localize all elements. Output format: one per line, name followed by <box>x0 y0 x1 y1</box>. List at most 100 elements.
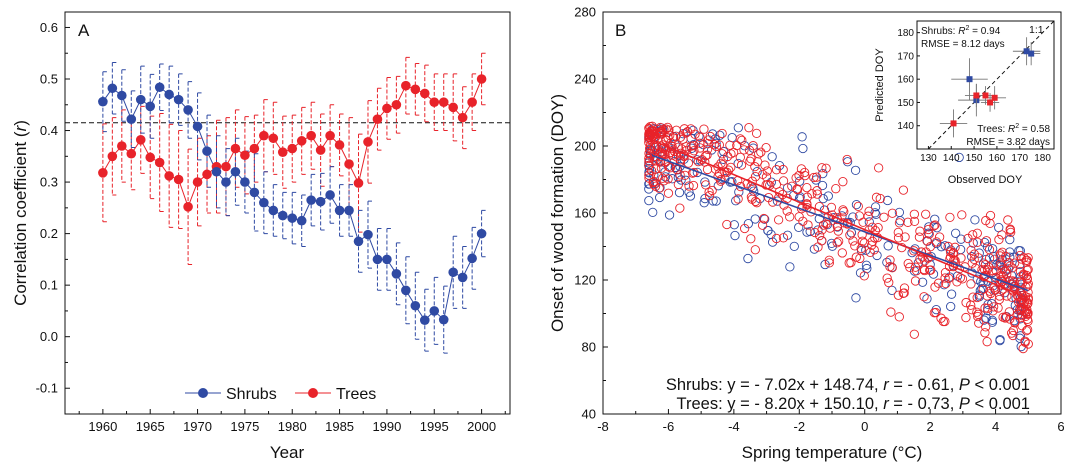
data-point-shrubs <box>126 114 137 124</box>
scatter-point-trees <box>714 140 724 150</box>
data-point-shrubs <box>467 253 477 264</box>
scatter-point-trees <box>659 176 669 186</box>
scatter-point-shrubs <box>970 215 980 225</box>
scatter-point-trees <box>785 212 795 222</box>
scatter-point-trees <box>855 253 865 264</box>
scatter-point-trees <box>873 222 883 233</box>
scatter-point-trees <box>867 240 877 250</box>
scatter-point-trees <box>956 253 966 263</box>
scatter-point-trees <box>972 307 982 317</box>
scatter-point-shrubs <box>802 227 812 237</box>
x-tick-label: 6 <box>1057 419 1064 434</box>
scatter-point-trees <box>1003 282 1013 292</box>
scatter-point-trees <box>675 203 685 213</box>
x-tick-label: -8 <box>597 419 609 434</box>
scatter-point-trees <box>667 150 678 160</box>
y-tick-label: -0.1 <box>36 381 58 396</box>
scatter-point-trees <box>854 211 865 221</box>
scatter-point-shrubs <box>795 192 805 202</box>
scatter-point-trees <box>838 177 848 187</box>
scatter-point-trees <box>984 253 995 263</box>
scatter-point-shrubs <box>797 132 807 142</box>
scatter-point-trees <box>948 261 958 272</box>
error-bar-trees <box>395 75 402 134</box>
data-point-trees <box>277 147 288 157</box>
scatter-point-trees <box>660 150 670 160</box>
y-tick-label: 0.6 <box>40 20 58 35</box>
scatter-point-trees <box>966 279 976 289</box>
scatter-point-trees <box>759 213 769 224</box>
scatter-point-trees <box>874 163 884 173</box>
data-point-trees <box>296 136 307 146</box>
scatter-point-shrubs <box>731 196 741 206</box>
scatter-point-trees <box>864 206 874 216</box>
scatter-point-trees <box>702 144 713 155</box>
scatter-point-trees <box>686 124 696 134</box>
scatter-point-trees <box>1001 312 1011 322</box>
scatter-point-trees <box>722 219 732 230</box>
scatter-point-trees <box>687 168 698 178</box>
scatter-point-trees <box>1002 269 1012 279</box>
scatter-point-trees <box>750 161 760 172</box>
inset-y-tick-label: 160 <box>897 75 914 86</box>
data-point-trees <box>325 130 335 141</box>
scatter-point-trees <box>911 266 922 276</box>
y-tick-label: 0.1 <box>40 278 58 293</box>
y-tick-label: 0.3 <box>40 175 58 190</box>
scatter-point-trees <box>695 132 705 142</box>
scatter-point-trees <box>744 123 754 133</box>
error-bar-trees <box>433 73 440 132</box>
scatter-point-trees <box>982 264 993 274</box>
data-point-shrubs <box>391 269 402 279</box>
data-point-trees <box>401 80 411 91</box>
scatter-point-shrubs <box>1015 259 1025 270</box>
scatter-point-shrubs <box>932 223 942 233</box>
scatter-point-trees <box>751 128 762 139</box>
data-point-shrubs <box>107 83 118 94</box>
scatter-point-trees <box>655 157 666 167</box>
inset-trees-r2-var: R <box>1008 124 1015 135</box>
scatter-point-trees <box>760 160 770 170</box>
inset-x-tick-label: 140 <box>943 153 960 164</box>
scatter-point-shrubs <box>700 177 710 187</box>
x-tick-label: 1980 <box>278 419 307 434</box>
panel-a-legend: Shrubs Trees <box>185 386 376 403</box>
data-point-trees <box>410 84 421 95</box>
data-point-shrubs <box>363 229 373 240</box>
scatter-point-trees <box>673 179 684 190</box>
scatter-point-trees <box>848 236 858 246</box>
data-point-trees <box>164 171 174 181</box>
scatter-point-trees <box>672 164 682 175</box>
data-point-shrubs <box>183 105 193 115</box>
scatter-point-trees <box>1023 264 1033 275</box>
panel-b-fit-lines <box>651 139 1029 299</box>
scatter-point-trees <box>961 297 971 308</box>
data-point-shrubs <box>135 94 146 105</box>
scatter-point-trees <box>658 140 668 150</box>
x-tick-label: 2 <box>927 419 934 434</box>
scatter-point-trees <box>650 181 661 191</box>
data-point-shrubs <box>277 210 288 221</box>
panel-a-y-axis-title: Correlation coefficient (r) <box>11 120 30 306</box>
data-point-shrubs <box>334 205 345 216</box>
data-point-shrubs <box>259 197 269 208</box>
scatter-point-trees <box>894 218 905 228</box>
scatter-point-trees <box>869 245 879 255</box>
scatter-point-trees <box>985 218 995 229</box>
scatter-point-shrubs <box>936 242 947 252</box>
scatter-point-trees <box>1008 330 1018 341</box>
scatter-point-trees <box>1004 257 1014 268</box>
scatter-point-trees <box>838 205 848 215</box>
error-bar-trees <box>405 56 411 115</box>
data-point-trees <box>202 169 212 180</box>
data-point-trees <box>173 174 184 185</box>
x-tick-label: 2000 <box>467 419 496 434</box>
scatter-point-shrubs <box>700 193 710 204</box>
inset-shrubs-rmse: RMSE = 8.12 days <box>921 39 1005 50</box>
data-point-shrubs <box>448 267 458 278</box>
scatter-point-shrubs <box>649 170 659 180</box>
scatter-point-shrubs <box>644 195 654 206</box>
data-point-shrubs <box>429 306 440 316</box>
scatter-point-trees <box>859 271 869 281</box>
scatter-point-shrubs <box>974 248 984 258</box>
